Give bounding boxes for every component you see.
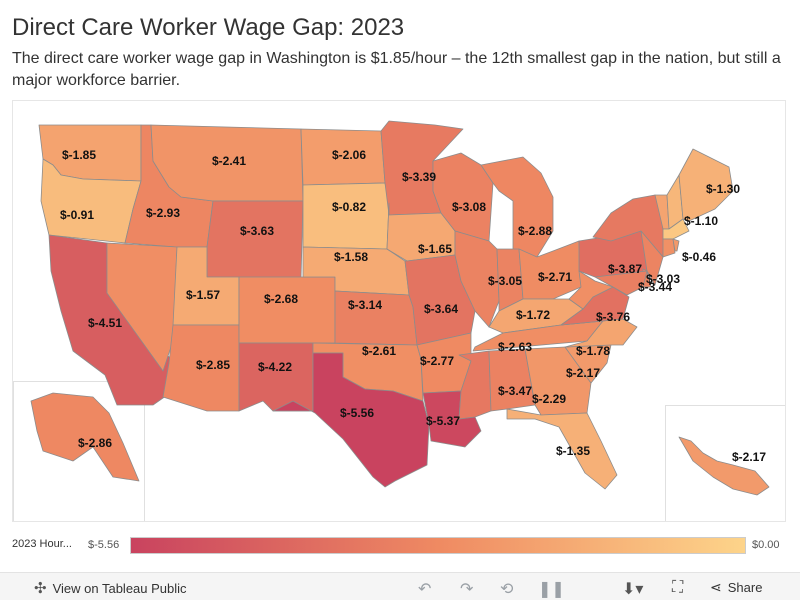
share-button-label: Share	[727, 580, 763, 595]
state-ak[interactable]	[30, 392, 140, 482]
state-label-nj: $-3.03	[646, 272, 680, 286]
state-sd[interactable]	[302, 182, 390, 250]
state-nc[interactable]	[560, 318, 638, 348]
state-label-tx: $-5.56	[340, 406, 374, 420]
share-icon: ⋖	[710, 579, 722, 595]
state-label-wa: $-1.85	[62, 148, 96, 162]
state-ri[interactable]	[672, 238, 680, 252]
page-subtitle: The direct care worker wage gap in Washi…	[12, 50, 781, 89]
view-on-tableau-public-label: View on Tableau Public	[52, 580, 187, 596]
state-label-or: $-0.91	[60, 208, 94, 222]
state-label-sd: $-0.82	[332, 200, 366, 214]
state-hi[interactable]	[678, 436, 770, 496]
state-label-oh: $-2.71	[538, 270, 572, 284]
state-label-mn: $-3.39	[402, 170, 436, 184]
state-label-ma: $-0.46	[682, 250, 716, 264]
state-label-co: $-2.68	[264, 292, 298, 306]
state-label-nd: $-2.06	[332, 148, 366, 162]
state-label-hi: $-2.17	[732, 450, 766, 464]
state-label-ak: $-2.86	[78, 436, 112, 450]
state-wv[interactable]	[568, 270, 614, 310]
share-button[interactable]: ⋖ Share	[710, 579, 762, 596]
state-label-fl: $-1.35	[556, 444, 590, 458]
us-map: $-1.85 $-0.91 $-4.51 $-2.93 $-2.41 $-3.63 $-1.…	[30, 120, 770, 496]
state-label-ca: $-4.51	[88, 316, 122, 330]
state-label-la: $-5.37	[426, 414, 460, 428]
state-label-ia: $-1.65	[418, 242, 452, 256]
state-nj[interactable]	[640, 230, 664, 286]
legend-color-ramp	[130, 537, 746, 554]
state-label-ny: $-3.44	[638, 280, 672, 294]
state-mi[interactable]	[480, 156, 554, 258]
state-label-id: $-2.93	[146, 206, 180, 220]
state-label-ms: $-3.47	[498, 384, 532, 398]
state-label-nm: $-4.22	[258, 360, 292, 374]
tableau-toolbar: ✣ View on Tableau Public ↶ ↷ ⟲ ❚❚ ⬇▾ ⛶ ⋖…	[0, 572, 800, 600]
pause-icon[interactable]: ❚❚	[538, 581, 565, 598]
state-label-va: $-3.76	[596, 310, 630, 324]
state-label-ky: $-1.72	[516, 308, 550, 322]
tableau-logo-icon: ✣	[34, 580, 47, 597]
state-fl[interactable]	[506, 408, 618, 490]
page-title: Direct Care Worker Wage Gap: 2023	[12, 14, 405, 41]
view-on-tableau-public-link[interactable]: ✣ View on Tableau Public	[34, 579, 187, 597]
state-label-ne: $-1.58	[334, 250, 368, 264]
state-nv[interactable]	[106, 242, 178, 372]
download-icon[interactable]: ⬇▾	[622, 581, 644, 598]
state-label-pa: $-3.87	[608, 262, 642, 276]
state-label-wi: $-3.08	[452, 200, 486, 214]
state-co[interactable]	[238, 276, 336, 344]
redo-icon[interactable]: ↷	[460, 581, 474, 598]
undo-icon[interactable]: ↶	[418, 581, 432, 598]
state-label-mi: $-2.88	[518, 224, 552, 238]
state-md[interactable]	[594, 270, 648, 296]
legend-max-label: $0.00	[752, 539, 780, 551]
state-label-ar: $-2.77	[420, 354, 454, 368]
state-ct[interactable]	[662, 238, 676, 258]
state-label-az: $-2.85	[196, 358, 230, 372]
state-label-ks: $-3.14	[348, 298, 382, 312]
state-label-ga: $-2.29	[532, 392, 566, 406]
state-label-ok: $-2.61	[362, 344, 396, 358]
state-me[interactable]	[678, 148, 734, 222]
legend-min-label: $-5.56	[88, 539, 120, 551]
state-label-nc: $-1.78	[576, 344, 610, 358]
map-viewport[interactable]: $-1.85 $-0.91 $-4.51 $-2.93 $-2.41 $-3.63 $-1.…	[12, 100, 786, 522]
legend-title: 2023 Hour...	[12, 538, 72, 550]
state-label-ut: $-1.57	[186, 288, 220, 302]
state-nm[interactable]	[238, 342, 314, 412]
state-label-nh: $-1.10	[684, 214, 718, 228]
state-wy[interactable]	[206, 200, 304, 280]
state-label-sc: $-2.17	[566, 366, 600, 380]
state-label-wy: $-3.63	[240, 224, 274, 238]
state-label-me: $-1.30	[706, 182, 740, 196]
state-label-mo: $-3.64	[424, 302, 458, 316]
revert-icon[interactable]: ⟲	[500, 581, 514, 598]
state-label-mt: $-2.41	[212, 154, 246, 168]
fullscreen-icon[interactable]: ⛶	[672, 579, 684, 596]
state-tx[interactable]	[272, 352, 430, 488]
state-label-tn: $-2.63	[498, 340, 532, 354]
state-label-il: $-3.05	[488, 274, 522, 288]
state-al[interactable]	[488, 348, 536, 412]
